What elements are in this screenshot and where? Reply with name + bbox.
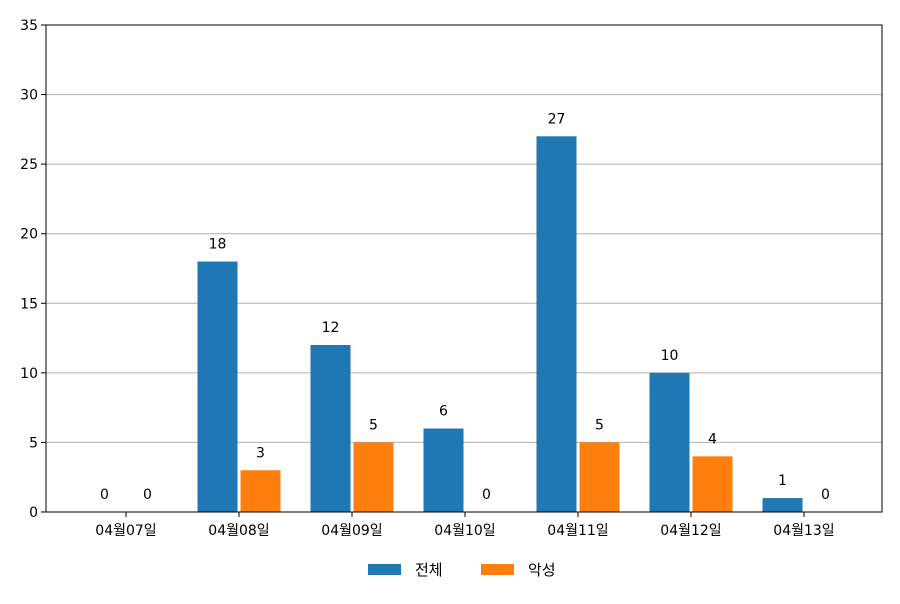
data-label: 6	[439, 404, 448, 420]
legend: 전체 악성	[368, 561, 556, 579]
x-tick-label: 04월12일	[660, 523, 721, 539]
data-label: 27	[548, 111, 566, 127]
y-tick-label: 10	[20, 366, 38, 382]
gridlines	[46, 94, 882, 443]
data-label: 1	[778, 473, 787, 489]
y-tick-label: 35	[20, 18, 38, 34]
data-label: 0	[100, 487, 109, 503]
bar-total	[536, 136, 577, 513]
y-tick-label: 0	[29, 505, 38, 521]
x-tick-label: 04월08일	[208, 523, 269, 539]
x-tick-label: 04월07일	[95, 523, 156, 539]
bar-malicious	[240, 470, 281, 512]
y-tick-label: 20	[20, 227, 38, 243]
legend-label: 악성	[528, 561, 556, 579]
legend-label: 전체	[415, 561, 443, 579]
x-axis: 04월07일 04월08일 04월09일 04월10일 04월11일 04월12일 04월1…	[95, 512, 835, 539]
bar-total	[762, 498, 803, 512]
y-tick-label: 15	[20, 296, 38, 312]
bar-total	[423, 428, 464, 512]
data-label: 5	[369, 417, 378, 433]
legend-swatch	[368, 564, 401, 575]
y-axis: 0 5 10 15 20 25 30 35	[20, 18, 46, 521]
bar-total	[310, 345, 351, 512]
plot-frame	[45, 24, 883, 513]
data-label: 0	[821, 487, 830, 503]
bars	[197, 136, 803, 513]
data-label: 12	[322, 320, 340, 336]
data-label: 18	[209, 237, 227, 253]
data-label: 3	[256, 445, 265, 461]
data-label: 0	[482, 487, 491, 503]
x-tick-label: 04월11일	[547, 523, 608, 539]
bar-total	[197, 261, 238, 512]
y-tick-label: 5	[29, 435, 38, 451]
x-tick-label: 04월09일	[321, 523, 382, 539]
data-label: 10	[661, 348, 679, 364]
data-label: 4	[708, 431, 717, 447]
bar-malicious	[353, 442, 394, 512]
bar-malicious	[579, 442, 620, 512]
x-tick-label: 04월10일	[434, 523, 495, 539]
data-label: 0	[143, 487, 152, 503]
y-tick-label: 30	[20, 88, 38, 104]
data-label: 5	[595, 417, 604, 433]
y-tick-label: 25	[20, 157, 38, 173]
bar-total	[649, 372, 690, 512]
legend-swatch	[481, 564, 514, 575]
bar-malicious	[692, 456, 733, 512]
x-tick-label: 04월13일	[773, 523, 834, 539]
